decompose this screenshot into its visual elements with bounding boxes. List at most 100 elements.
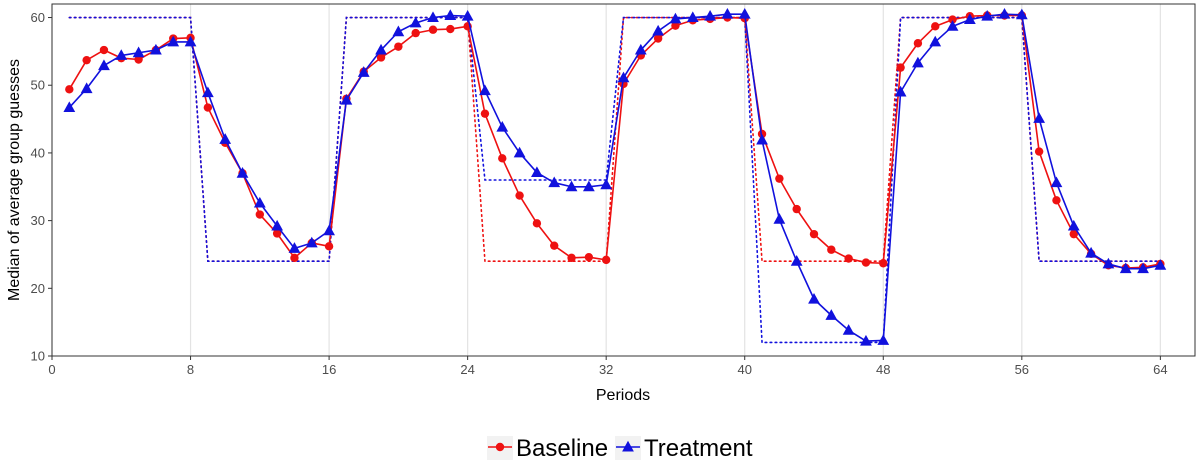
y-axis-title: Median of average group guesses [6,59,23,301]
treatment-point [877,334,890,345]
x-tick-label: 24 [460,362,474,377]
reference-lines [68,16,1162,344]
treatment-point [565,180,578,192]
baseline-point [775,174,784,183]
legend-item-baseline: Baseline [487,435,608,460]
treatment-point [444,9,457,20]
treatment-point [132,46,145,58]
treatment-point [963,13,976,25]
treatment-point [98,59,110,71]
treatment-point [427,11,439,23]
treatment-point [392,25,405,37]
baseline-point [827,245,836,254]
treatment-point [271,219,284,231]
treatment-point [686,11,699,23]
baseline-point [290,253,299,263]
treatment-point [253,196,266,208]
treatment-point [461,9,474,21]
treatment-point [184,35,197,47]
baseline-point [948,15,957,24]
treatment-point [894,85,907,97]
legend-marker-treatment [622,440,634,452]
baseline-point [584,252,594,262]
treatment-point [634,43,647,55]
baseline-point [671,21,680,30]
baseline-point [446,24,455,34]
treatment-point [704,9,716,21]
treatment-point [1119,262,1132,274]
treatment-point [1102,257,1115,269]
baseline-point [844,254,853,263]
baseline-point [376,53,386,62]
baseline-point [913,39,923,48]
axis-ticks: 0 8 16 24 32 40 48 56 64 10 20 30 40 50 60 [31,10,1168,377]
x-tick-label: 40 [737,362,751,377]
treatment-point [756,133,768,145]
treatment-point [721,7,734,19]
baseline-point [1034,147,1044,156]
baseline-point [394,42,403,51]
legend-marker-baseline [495,442,505,452]
treatment-point [652,24,665,36]
treatment-point [63,101,76,113]
treatment-point [738,7,751,19]
baseline-point [82,55,91,65]
treatment-point [1050,176,1063,188]
baseline-point [1052,196,1061,205]
x-tick-label: 0 [48,362,55,377]
treatment-point [357,66,370,77]
treatment-point [305,236,318,248]
treatment-point [860,334,872,346]
treatment-point [617,71,630,83]
treatment-point [1154,259,1167,270]
legend-label-treatment: Treatment [644,435,753,460]
treatment-point [600,178,613,190]
treatment-point [946,20,959,31]
treatment-point [790,255,803,266]
treatment-point [1033,112,1046,123]
treatment-point [1015,8,1028,20]
treatment-point [340,93,353,105]
baseline-point [931,22,940,31]
treatment-point [842,324,855,335]
treatment-point [929,35,942,47]
treatment-point [496,121,509,132]
baseline-point [809,229,819,239]
y-tick-label: 50 [31,78,45,93]
baseline-point [861,258,871,267]
treatment-point [479,84,491,96]
treatment-point [288,242,301,253]
treatment-point [669,12,682,24]
baseline-point [272,229,282,238]
treatment-point [115,49,128,60]
baseline-point [480,109,490,118]
treatment-point [409,16,422,28]
baseline-point [65,85,74,94]
treatment-point [513,146,526,158]
treatment-point [548,176,561,188]
baseline-point [134,55,143,64]
x-tick-label: 64 [1153,362,1167,377]
baseline-point [411,28,420,38]
x-tick-label: 8 [187,362,194,377]
treatment-point [219,133,232,144]
treatment-point [323,224,335,236]
y-tick-label: 20 [31,281,45,296]
legend-item-treatment: Treatment [615,435,753,460]
treatment-point [1085,246,1097,258]
baseline-point [550,241,559,250]
treatment-point [150,43,162,55]
baseline-point [567,253,576,263]
treatment-point [808,292,820,304]
baseline-point [896,63,905,72]
baseline-point [792,204,801,214]
baseline-point [428,25,438,34]
x-tick-label: 48 [876,362,890,377]
x-tick-label: 56 [1015,362,1029,377]
treatment-point [531,166,543,178]
treatment-point [912,56,924,68]
treatment-point [375,43,387,55]
baseline-point [498,154,507,163]
baseline-line [68,14,1161,269]
treatment-point [1137,262,1149,274]
